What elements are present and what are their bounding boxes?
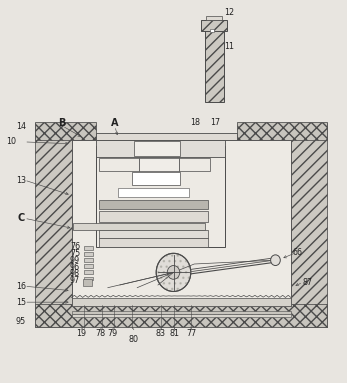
Bar (201, 20, 227, 31)
Bar (99, 200, 208, 210)
Bar (83, 279, 92, 286)
Text: 95: 95 (16, 317, 26, 326)
Bar (99, 239, 208, 247)
Bar (99, 172, 132, 185)
Bar (71, 298, 291, 306)
Bar (71, 311, 291, 314)
Bar (210, 29, 214, 32)
Bar (99, 187, 208, 198)
Bar (156, 211, 208, 222)
Bar (84, 264, 93, 268)
Bar (99, 211, 208, 222)
Text: 16: 16 (16, 282, 26, 291)
Text: 96: 96 (70, 263, 80, 272)
Text: 14: 14 (16, 122, 26, 131)
Bar (99, 211, 153, 222)
Text: B: B (59, 118, 66, 128)
Text: 10: 10 (6, 137, 16, 146)
Bar (99, 141, 134, 156)
Bar (206, 16, 222, 20)
Bar (73, 223, 205, 230)
Bar (71, 300, 291, 306)
Bar (99, 158, 139, 170)
Text: 76: 76 (70, 242, 80, 251)
Text: 66: 66 (293, 248, 303, 257)
Text: 78: 78 (95, 329, 105, 338)
Bar (118, 232, 187, 237)
Text: 13: 13 (16, 175, 26, 185)
Bar (35, 304, 327, 327)
Bar (180, 141, 208, 156)
Bar (84, 252, 93, 256)
Bar (139, 158, 179, 170)
Text: 18: 18 (190, 118, 200, 127)
Bar (84, 258, 93, 262)
Bar (99, 200, 208, 210)
Bar (96, 140, 225, 157)
Bar (96, 133, 237, 140)
Text: 11: 11 (224, 42, 234, 51)
Text: 80: 80 (129, 335, 139, 344)
Bar (237, 122, 327, 140)
Text: 77: 77 (186, 329, 196, 338)
Text: 87: 87 (303, 278, 313, 287)
Bar (132, 172, 180, 185)
Bar (71, 314, 291, 318)
Text: 98: 98 (70, 269, 80, 278)
Bar (71, 140, 291, 146)
Bar (73, 223, 111, 230)
Text: 19: 19 (76, 329, 86, 338)
Text: 99: 99 (70, 256, 80, 265)
Bar (99, 158, 139, 170)
Bar (205, 28, 223, 102)
Circle shape (156, 253, 191, 291)
Bar (118, 188, 189, 197)
Text: 97: 97 (70, 276, 80, 285)
Text: 81: 81 (169, 329, 179, 338)
Bar (99, 231, 208, 238)
Text: 15: 15 (16, 298, 26, 307)
Text: A: A (111, 118, 118, 128)
Bar (180, 172, 208, 185)
Bar (84, 246, 93, 249)
Bar (35, 122, 96, 140)
Bar (84, 270, 93, 274)
Bar (96, 146, 225, 247)
Bar (84, 277, 93, 280)
Text: 83: 83 (156, 329, 166, 338)
Bar (134, 141, 180, 156)
Text: 17: 17 (210, 118, 220, 127)
Text: 75: 75 (70, 249, 80, 258)
Bar (179, 158, 210, 170)
Text: C: C (18, 213, 25, 223)
Bar (83, 279, 92, 286)
Bar (71, 140, 291, 304)
Bar (35, 123, 71, 327)
Bar (179, 158, 210, 170)
Text: 12: 12 (224, 8, 234, 17)
Circle shape (167, 265, 180, 279)
Bar (291, 123, 327, 327)
Text: 79: 79 (107, 329, 117, 338)
Circle shape (271, 255, 280, 265)
